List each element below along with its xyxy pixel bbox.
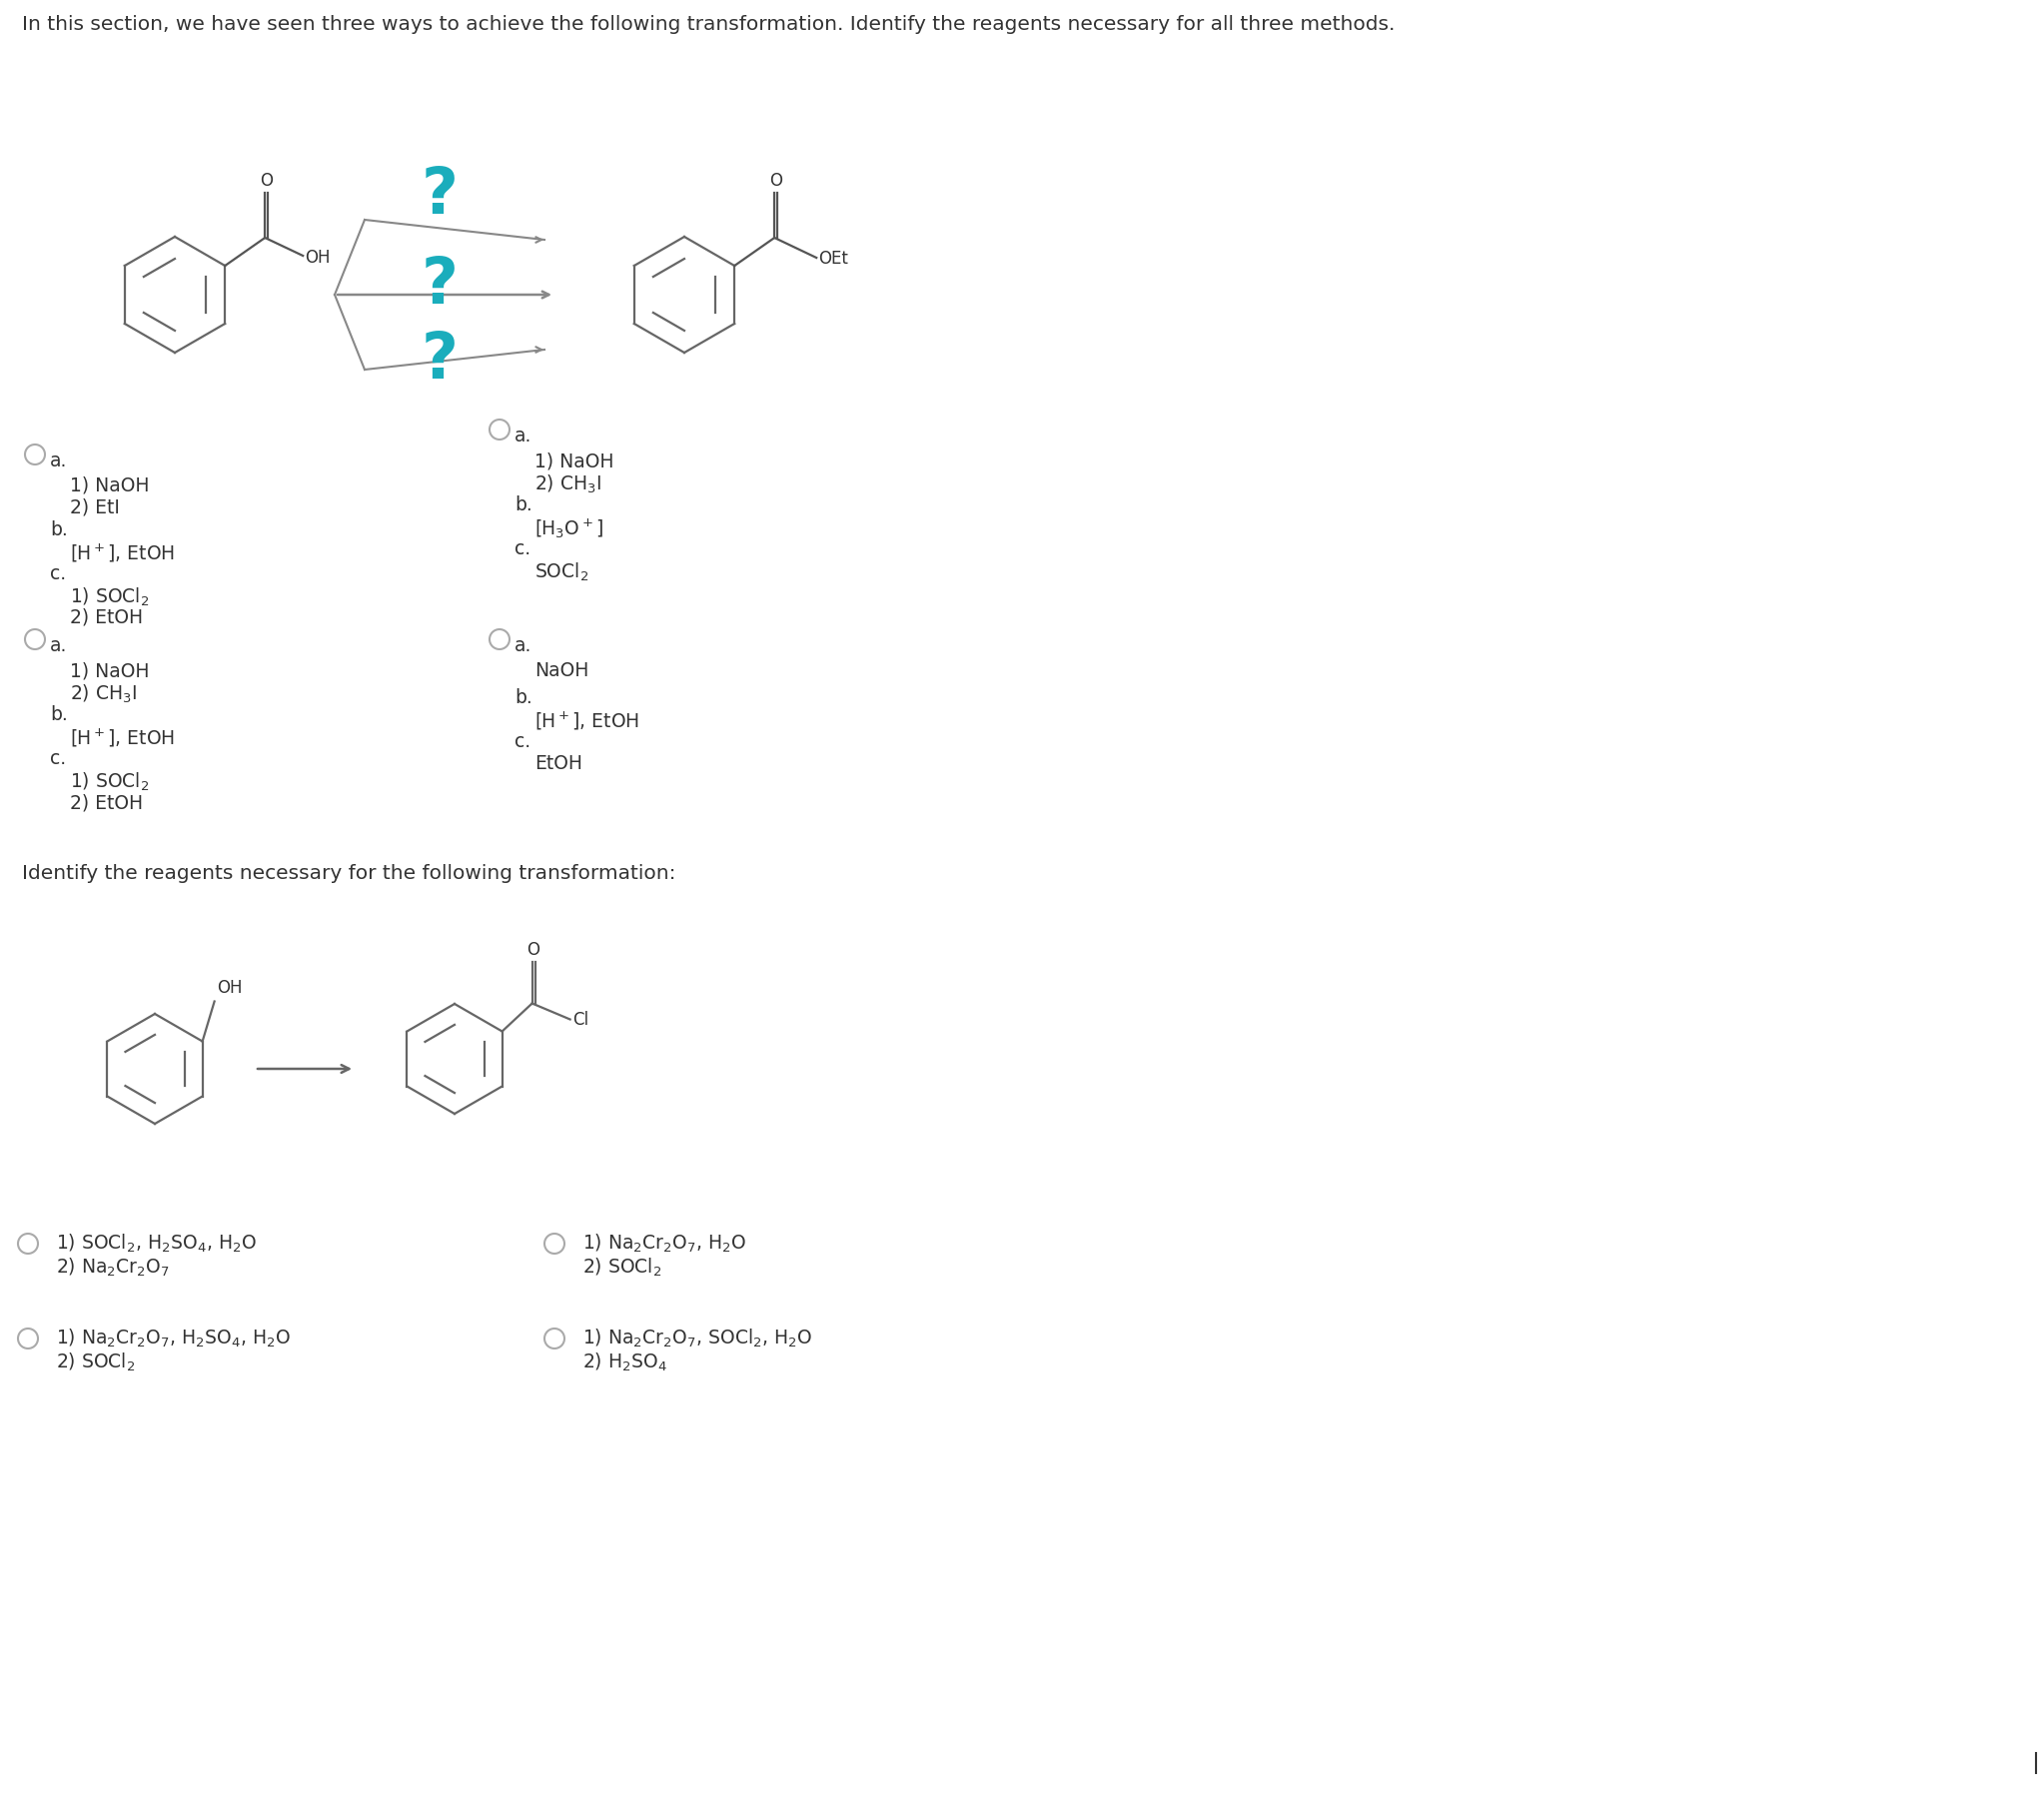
Text: a.: a. [49,452,67,470]
Text: NaOH: NaOH [533,661,589,680]
Text: O: O [527,941,540,959]
Text: [H$_3$O$^+$]: [H$_3$O$^+$] [533,517,603,540]
Text: 2) EtI: 2) EtI [69,499,121,517]
Text: Identify the reagents necessary for the following transformation:: Identify the reagents necessary for the … [22,863,677,883]
Text: SOCl$_2$: SOCl$_2$ [533,562,589,583]
Text: 2) SOCl$_2$: 2) SOCl$_2$ [55,1352,135,1373]
Text: a.: a. [515,427,531,445]
Text: b.: b. [515,687,531,707]
Text: b.: b. [49,705,67,723]
Text: 2) H$_2$SO$_4$: 2) H$_2$SO$_4$ [583,1352,666,1373]
Text: c.: c. [515,732,531,750]
Text: In this section, we have seen three ways to achieve the following transformation: In this section, we have seen three ways… [22,14,1394,34]
Text: 1) Na$_2$Cr$_2$O$_7$, H$_2$O: 1) Na$_2$Cr$_2$O$_7$, H$_2$O [583,1233,746,1255]
Text: 2) CH$_3$I: 2) CH$_3$I [533,474,601,495]
Text: [H$^+$], EtOH: [H$^+$], EtOH [69,727,176,749]
Text: ?: ? [421,330,458,391]
Text: 1) SOCl$_2$: 1) SOCl$_2$ [69,772,149,793]
Text: a.: a. [515,635,531,655]
Text: c.: c. [49,564,65,583]
Text: 1) SOCl$_2$, H$_2$SO$_4$, H$_2$O: 1) SOCl$_2$, H$_2$SO$_4$, H$_2$O [55,1233,258,1255]
Text: OH: OH [217,980,241,998]
Text: 2) EtOH: 2) EtOH [69,793,143,811]
Text: OEt: OEt [818,250,848,267]
Text: 1) NaOH: 1) NaOH [69,661,149,680]
Text: OH: OH [305,250,331,267]
Text: 2) SOCl$_2$: 2) SOCl$_2$ [583,1256,662,1278]
Text: a.: a. [49,635,67,655]
Text: Cl: Cl [572,1011,589,1029]
Text: c.: c. [49,749,65,768]
Text: 1) NaOH: 1) NaOH [69,476,149,495]
Text: 2) EtOH: 2) EtOH [69,609,143,626]
Text: 1) NaOH: 1) NaOH [533,452,613,470]
Text: ?: ? [421,255,458,316]
Text: 2) Na$_2$Cr$_2$O$_7$: 2) Na$_2$Cr$_2$O$_7$ [55,1256,170,1278]
Text: O: O [260,172,272,190]
Text: 1) Na$_2$Cr$_2$O$_7$, H$_2$SO$_4$, H$_2$O: 1) Na$_2$Cr$_2$O$_7$, H$_2$SO$_4$, H$_2$… [55,1327,290,1350]
Text: 2) CH$_3$I: 2) CH$_3$I [69,684,137,705]
Text: b.: b. [515,495,531,515]
Text: 1) Na$_2$Cr$_2$O$_7$, SOCl$_2$, H$_2$O: 1) Na$_2$Cr$_2$O$_7$, SOCl$_2$, H$_2$O [583,1327,811,1350]
Text: c.: c. [515,540,531,558]
Text: [H$^+$], EtOH: [H$^+$], EtOH [69,542,176,564]
Text: EtOH: EtOH [533,754,583,774]
Text: b.: b. [49,521,67,540]
Text: [H$^+$], EtOH: [H$^+$], EtOH [533,711,640,732]
Text: O: O [769,172,783,190]
Text: 1) SOCl$_2$: 1) SOCl$_2$ [69,587,149,609]
Text: ?: ? [421,165,458,226]
